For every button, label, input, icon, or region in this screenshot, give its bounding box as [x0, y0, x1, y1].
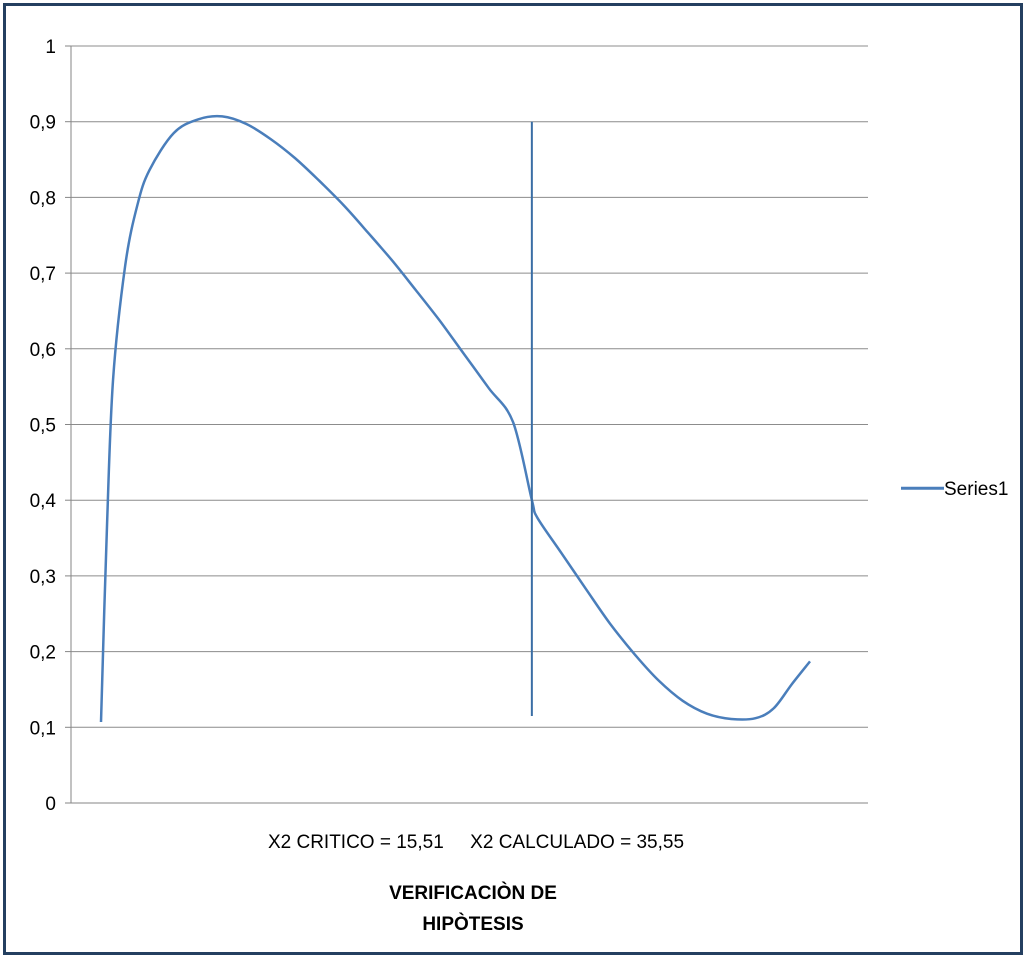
chart-frame: 0 0,1 0,2 0,3 0,4 0,5 0,6 0,7 0,8 0,9 1 Series1 X2… — [3, 3, 1023, 955]
y-tick-labels: 0 0,1 0,2 0,3 0,4 0,5 0,6 0,7 0,8 0,9 1 — [30, 37, 71, 815]
y-tick-label: 0,4 — [30, 491, 57, 512]
y-tick-label: 1 — [45, 37, 56, 58]
chart-title-line-1: VERIFICACIÒN DE — [389, 882, 557, 904]
y-tick-label: 0,1 — [30, 718, 56, 739]
legend-label-series1: Series1 — [944, 479, 1008, 500]
y-tick-label: 0,2 — [30, 643, 56, 664]
y-tick-label: 0,3 — [30, 567, 56, 588]
chart-svg: 0 0,1 0,2 0,3 0,4 0,5 0,6 0,7 0,8 0,9 1 Series1 X2… — [30, 37, 1009, 935]
y-tick-label: 0,5 — [30, 416, 56, 437]
chart-title-line-2: HIPÒTESIS — [422, 913, 523, 935]
y-tick-label: 0,8 — [30, 188, 56, 209]
y-tick-label: 0,7 — [30, 264, 56, 285]
series-layer — [99, 114, 811, 723]
gridlines — [70, 45, 868, 804]
y-tick-label: 0,6 — [30, 340, 56, 361]
series-line-series1 — [99, 114, 811, 723]
y-tick-label: 0 — [45, 794, 56, 815]
legend: Series1 — [901, 479, 1008, 500]
y-tick-label: 0,9 — [30, 113, 56, 134]
x-axis-label: X2 CRITICO = 15,51 X2 CALCULADO = 35,55 — [268, 832, 684, 853]
